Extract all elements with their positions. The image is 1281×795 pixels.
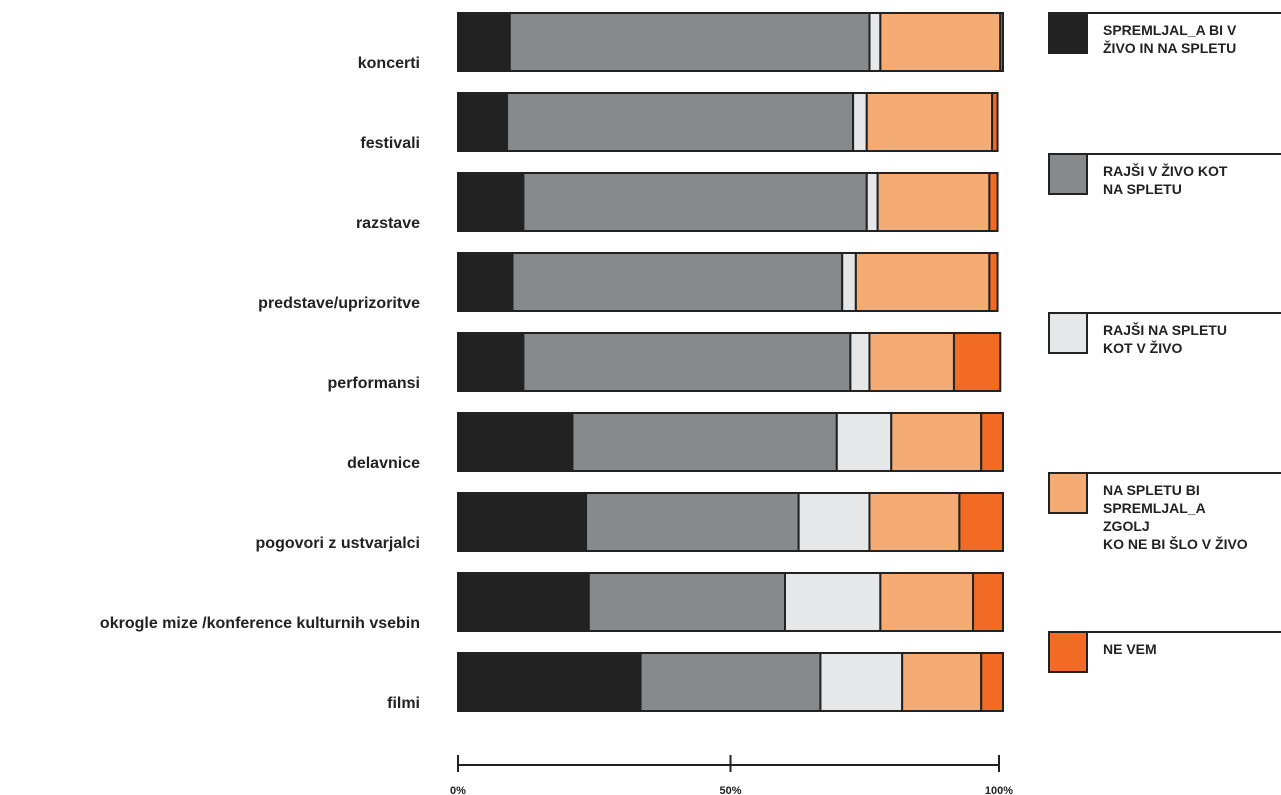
- bar-segment: [988, 172, 999, 232]
- bar-segment: [972, 572, 1005, 632]
- legend-label: SPREMLJAL_A BI V ŽIVO IN NA SPLETU: [1103, 22, 1237, 56]
- legend-swatch: [1048, 472, 1088, 514]
- bar-segment: [457, 572, 590, 632]
- bar-segment: [841, 252, 857, 312]
- bar-segment: [865, 172, 879, 232]
- bar-segment: [784, 572, 882, 632]
- bar-segment: [854, 252, 991, 312]
- bar-segment: [585, 492, 800, 552]
- bar-segment: [999, 12, 1005, 72]
- bar-segment: [457, 172, 525, 232]
- bar-segment: [522, 172, 868, 232]
- bar-segment: [980, 652, 1005, 712]
- bar-segment: [819, 652, 904, 712]
- bar-segment: [890, 412, 983, 472]
- bar-segment: [868, 492, 961, 552]
- legend-label: RAJŠI NA SPLETU KOT V ŽIVO: [1103, 321, 1227, 356]
- bar-segment: [958, 492, 1005, 552]
- bar-segment: [980, 412, 1005, 472]
- bar-segment: [457, 332, 525, 392]
- bar-segment: [571, 412, 838, 472]
- legend-swatch: [1048, 631, 1088, 673]
- category-label: predstave/uprizoritve: [258, 295, 420, 312]
- bar-segment: [457, 252, 514, 312]
- bar-segment: [835, 412, 893, 472]
- bar-segment: [868, 332, 955, 392]
- x-tick-label: 0%: [450, 785, 466, 795]
- bar-segment: [457, 12, 511, 72]
- bar-segment: [506, 92, 855, 152]
- bar-segment: [457, 412, 574, 472]
- bar-segment: [522, 332, 852, 392]
- legend-swatch: [1048, 312, 1088, 354]
- bar-segment: [852, 92, 868, 152]
- bar-segment: [457, 92, 509, 152]
- bar-segment: [988, 252, 999, 312]
- category-label: koncerti: [358, 55, 420, 72]
- bar-segment: [865, 92, 994, 152]
- bar-segment: [901, 652, 983, 712]
- category-label: festivali: [360, 135, 420, 152]
- bar-segment: [879, 12, 1002, 72]
- legend-swatch: [1048, 153, 1088, 195]
- bar-segment: [457, 652, 642, 712]
- category-label: performansi: [328, 375, 420, 392]
- category-label: delavnice: [347, 455, 420, 472]
- bar-segment: [797, 492, 871, 552]
- bar-segment: [876, 172, 991, 232]
- bar-segment: [639, 652, 822, 712]
- category-label: pogovori z ustvarjalci: [256, 535, 420, 552]
- x-tick-label: 100%: [985, 785, 1013, 795]
- bar-segment: [457, 492, 588, 552]
- bar-segment: [991, 92, 999, 152]
- bar-segment: [879, 572, 975, 632]
- legend-label: NA SPLETU BI SPREMLJAL_A ZGOLJ KO NE BI ŠLO…: [1103, 482, 1248, 552]
- category-label: okrogle mize /konference kulturnih vsebi…: [100, 615, 420, 632]
- bar-segment: [511, 252, 844, 312]
- category-label: filmi: [387, 695, 420, 712]
- legend-label: RAJŠI V ŽIVO KOT NA SPLETU: [1103, 162, 1228, 197]
- x-tick-label: 50%: [719, 785, 741, 795]
- bar-segment: [952, 332, 1002, 392]
- legend-label: NE VEM: [1103, 641, 1157, 657]
- bar-segment: [849, 332, 871, 392]
- bar-segment: [587, 572, 786, 632]
- bar-segment: [508, 12, 871, 72]
- legend-swatch: [1048, 12, 1088, 54]
- bar-segment: [868, 12, 882, 72]
- category-label: razstave: [356, 215, 420, 232]
